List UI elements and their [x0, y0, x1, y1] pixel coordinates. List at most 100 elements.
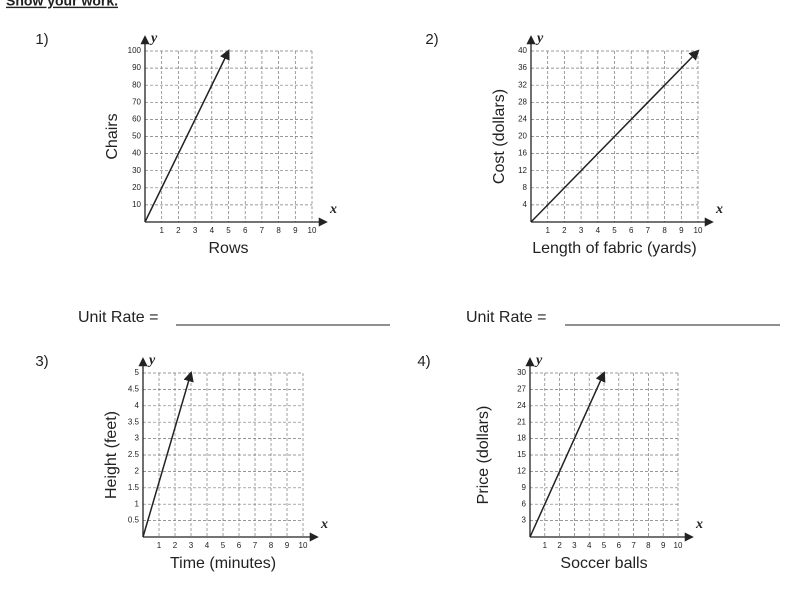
problem-number: 3)	[35, 353, 48, 370]
y-letter: y	[535, 31, 544, 46]
y-tick-label: 40	[132, 149, 141, 158]
unit-rate-label: Unit Rate =	[78, 309, 158, 326]
y-letter: y	[149, 31, 158, 46]
y-tick-label: 12	[518, 166, 527, 175]
x-tick-label: 6	[629, 226, 634, 235]
y-tick-label: 27	[517, 385, 526, 394]
y-tick-label: 80	[132, 80, 141, 89]
x-axis-title: Time (minutes)	[170, 555, 276, 572]
x-tick-label: 7	[646, 226, 651, 235]
y-axis-title: Chairs	[104, 113, 121, 159]
instruction: Show your work.	[6, 0, 118, 9]
x-tick-label: 3	[189, 541, 194, 550]
problem-number: 1)	[35, 31, 48, 48]
x-tick-label: 1	[543, 541, 548, 550]
y-tick-label: 15	[517, 450, 526, 459]
x-tick-label: 9	[285, 541, 290, 550]
y-tick-label: 4	[523, 200, 528, 209]
y-tick-label: 12	[517, 467, 526, 476]
y-tick-label: 20	[518, 132, 527, 141]
y-letter: y	[147, 353, 156, 368]
x-letter: x	[715, 202, 723, 217]
y-tick-label: 32	[518, 80, 527, 89]
y-tick-label: 36	[518, 63, 527, 72]
x-tick-label: 1	[159, 226, 164, 235]
rate-line	[530, 49, 700, 223]
x-tick-label: 4	[587, 541, 592, 550]
y-tick-label: 0.5	[128, 516, 140, 525]
x-tick-label: 4	[596, 226, 601, 235]
x-letter: x	[320, 517, 328, 532]
rate-line	[144, 49, 230, 223]
x-tick-label: 10	[299, 541, 308, 550]
x-letter: x	[695, 517, 703, 532]
x-tick-label: 2	[562, 226, 567, 235]
x-tick-label: 6	[237, 541, 242, 550]
x-tick-label: 7	[253, 541, 258, 550]
x-tick-label: 4	[210, 226, 215, 235]
y-tick-label: 4	[135, 401, 140, 410]
y-tick-label: 3.5	[128, 417, 140, 426]
y-tick-label: 10	[132, 200, 141, 209]
x-axis-title: Rows	[208, 240, 248, 257]
y-tick-label: 40	[518, 46, 527, 55]
y-tick-label: 50	[132, 132, 141, 141]
problem-number: 4)	[417, 353, 430, 370]
x-tick-label: 4	[205, 541, 210, 550]
y-axis-title: Height (feet)	[103, 411, 120, 499]
x-tick-label: 2	[173, 541, 178, 550]
y-tick-label: 18	[517, 434, 526, 443]
x-axis-title: Soccer balls	[560, 555, 647, 572]
x-tick-label: 9	[679, 226, 684, 235]
y-tick-label: 3	[135, 434, 140, 443]
y-tick-label: 6	[522, 499, 527, 508]
x-tick-label: 8	[646, 541, 651, 550]
rate-line	[529, 371, 606, 538]
y-tick-label: 24	[518, 115, 527, 124]
x-tick-label: 2	[176, 226, 181, 235]
x-tick-label: 5	[221, 541, 226, 550]
x-tick-label: 7	[631, 541, 636, 550]
x-tick-label: 1	[545, 226, 550, 235]
rate-line	[142, 370, 194, 538]
y-tick-label: 5	[135, 368, 140, 377]
y-letter: y	[534, 353, 543, 368]
y-tick-label: 70	[132, 97, 141, 106]
x-tick-label: 5	[602, 541, 607, 550]
x-tick-label: 9	[293, 226, 298, 235]
y-tick-label: 100	[128, 46, 142, 55]
x-tick-label: 5	[612, 226, 617, 235]
y-axis-title: Price (dollars)	[475, 406, 492, 505]
y-tick-label: 2	[135, 467, 140, 476]
y-tick-label: 2.5	[128, 450, 140, 459]
x-tick-label: 3	[193, 226, 198, 235]
y-axis-title: Cost (dollars)	[491, 89, 508, 184]
y-tick-label: 28	[518, 97, 527, 106]
y-tick-label: 4.5	[128, 385, 140, 394]
x-tick-label: 6	[243, 226, 248, 235]
x-tick-label: 3	[572, 541, 577, 550]
y-tick-label: 3	[522, 516, 527, 525]
y-tick-label: 16	[518, 149, 527, 158]
y-tick-label: 8	[523, 183, 528, 192]
x-tick-label: 10	[694, 226, 703, 235]
x-tick-label: 1	[157, 541, 162, 550]
unit-rate-label: Unit Rate =	[466, 309, 546, 326]
x-tick-label: 6	[617, 541, 622, 550]
y-tick-label: 1.5	[128, 483, 140, 492]
x-tick-label: 10	[308, 226, 317, 235]
x-tick-label: 8	[276, 226, 281, 235]
y-tick-label: 21	[517, 417, 526, 426]
x-tick-label: 2	[557, 541, 562, 550]
x-tick-label: 8	[662, 226, 667, 235]
x-tick-label: 5	[226, 226, 231, 235]
x-tick-label: 3	[579, 226, 584, 235]
y-tick-label: 30	[517, 368, 526, 377]
y-tick-label: 90	[132, 63, 141, 72]
y-tick-label: 60	[132, 115, 141, 124]
y-tick-label: 30	[132, 166, 141, 175]
x-axis-title: Length of fabric (yards)	[532, 240, 697, 257]
y-tick-label: 20	[132, 183, 141, 192]
problem-number: 2)	[425, 31, 438, 48]
